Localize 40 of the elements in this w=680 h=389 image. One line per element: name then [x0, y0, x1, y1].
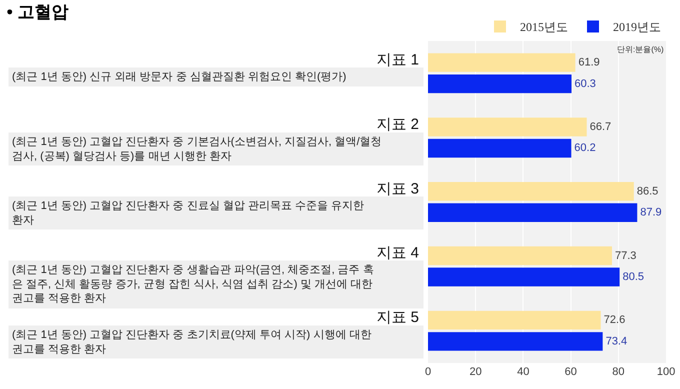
- data-label: 77.3: [614, 250, 636, 262]
- x-tick-label: 0: [424, 366, 432, 378]
- bar: [428, 118, 587, 136]
- data-label: 72.6: [604, 314, 626, 326]
- data-label: 61.9: [578, 56, 600, 69]
- bar: [428, 246, 612, 266]
- data-label: 60.2: [574, 142, 596, 154]
- x-tick-label: 20: [469, 366, 482, 378]
- data-label: 86.5: [636, 185, 658, 198]
- text: (최근 1년 동안) 고혈압 진단환자 중 생활습관 파악(금연, 체중조절, 금주 혹 은 절주, 신체 활동량 증가, 균형 잡힌 식사, 식염 섭취 감소) 및 개선에 대한 권고를 적용한 환자: [12, 264, 374, 305]
- data-label: 60.3: [574, 78, 596, 90]
- bar: [428, 74, 572, 94]
- x-tick-label: 60: [564, 366, 577, 378]
- text: (최근 1년 동안) 고혈압 진단환자 중 초기치료(약제 투여 시작) 시행에 대한 권고를 적용한 환자: [12, 329, 372, 356]
- text: • 고혈압: [6, 2, 68, 22]
- text: (최근 1년 동안) 신규 외래 방문자 중 심혈관질환 위험요인 확인(평가): [12, 71, 346, 83]
- data-label: 80.5: [622, 271, 644, 284]
- x-tick-label: 80: [612, 366, 625, 378]
- bar: [428, 138, 572, 158]
- y-tick-label: 지표 5: [376, 309, 419, 326]
- data-label: 73.4: [606, 335, 628, 348]
- bar: [428, 53, 576, 72]
- annotation: 단위:분율(%): [617, 45, 664, 54]
- legend-label: 2019년도: [613, 20, 661, 34]
- y-tick-label: 지표 3: [376, 180, 419, 198]
- data-label: 87.9: [640, 206, 662, 219]
- text: (최근 1년 동안) 고혈압 진단환자 중 진료실 혈압 관리목표 수준을 유지한 환자: [12, 200, 364, 226]
- text: (최근 1년 동안) 고혈압 진단환자 중 기본검사(소변검사, 지질검사, 혈액/혈청 검사, (공복) 혈당검사 등)를 매년 시행한 환자: [12, 136, 382, 162]
- y-tick-label: 지표 1: [376, 51, 419, 68]
- data-label: 66.7: [590, 120, 612, 133]
- bar: [428, 203, 638, 222]
- legend-label: 2015년도: [520, 20, 568, 34]
- bar: [428, 332, 603, 351]
- x-tick-label: 40: [517, 366, 530, 378]
- y-tick-label: 지표 2: [376, 116, 419, 133]
- bar: [428, 182, 634, 201]
- bar: [428, 268, 620, 286]
- x-tick-label: 100: [656, 366, 676, 378]
- bar: [428, 310, 601, 330]
- y-tick-label: 지표 4: [376, 244, 419, 262]
